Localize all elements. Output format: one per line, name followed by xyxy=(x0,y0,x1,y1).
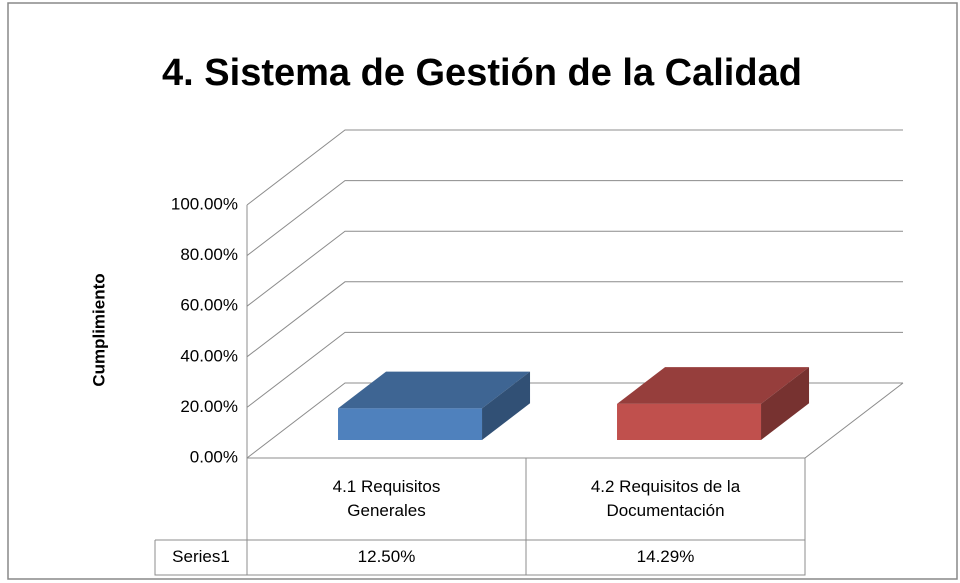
x-tick-label: 4.1 Requisitos Generales xyxy=(332,477,441,520)
grid-line xyxy=(246,180,903,256)
bar xyxy=(617,367,810,440)
grid-line xyxy=(246,129,903,206)
data-label: 14.29% xyxy=(637,547,695,566)
bar-top xyxy=(617,367,810,404)
category-cell: 4.2 Requisitos de la Documentación xyxy=(526,458,805,540)
y-tick-label: 0.00% xyxy=(190,447,238,466)
y-tick-label: 80.00% xyxy=(180,245,238,264)
grid-line xyxy=(246,230,903,307)
chart-border xyxy=(7,2,958,580)
grid-line xyxy=(246,281,903,358)
bar-side xyxy=(761,367,810,440)
category-cell: 4.1 Requisitos Generales xyxy=(247,458,526,540)
chart-title: 4. Sistema de Gestión de la Calidad xyxy=(162,52,802,94)
bar-front xyxy=(338,408,483,440)
bar xyxy=(338,371,531,440)
legend-entry: Series1 xyxy=(172,547,230,566)
cell: 4.2 Requisitos de la Documentación xyxy=(526,458,805,540)
bar-side xyxy=(482,371,531,440)
y-axis-label: Cumplimiento xyxy=(89,273,108,386)
grid-line xyxy=(246,331,903,408)
table-line xyxy=(154,458,806,576)
cell: 4.1 Requisitos Generales xyxy=(247,458,526,540)
x-tick-label: 4.2 Requisitos de la Documentación xyxy=(590,477,741,520)
y-tick-label: 60.00% xyxy=(180,296,238,315)
y-tick-label: 20.00% xyxy=(180,397,238,416)
bar-top xyxy=(338,371,531,409)
data-label: 12.50% xyxy=(358,547,416,566)
bar-front xyxy=(617,403,762,440)
y-tick-label: 100.00% xyxy=(171,194,238,213)
y-tick-label: 40.00% xyxy=(180,346,238,365)
